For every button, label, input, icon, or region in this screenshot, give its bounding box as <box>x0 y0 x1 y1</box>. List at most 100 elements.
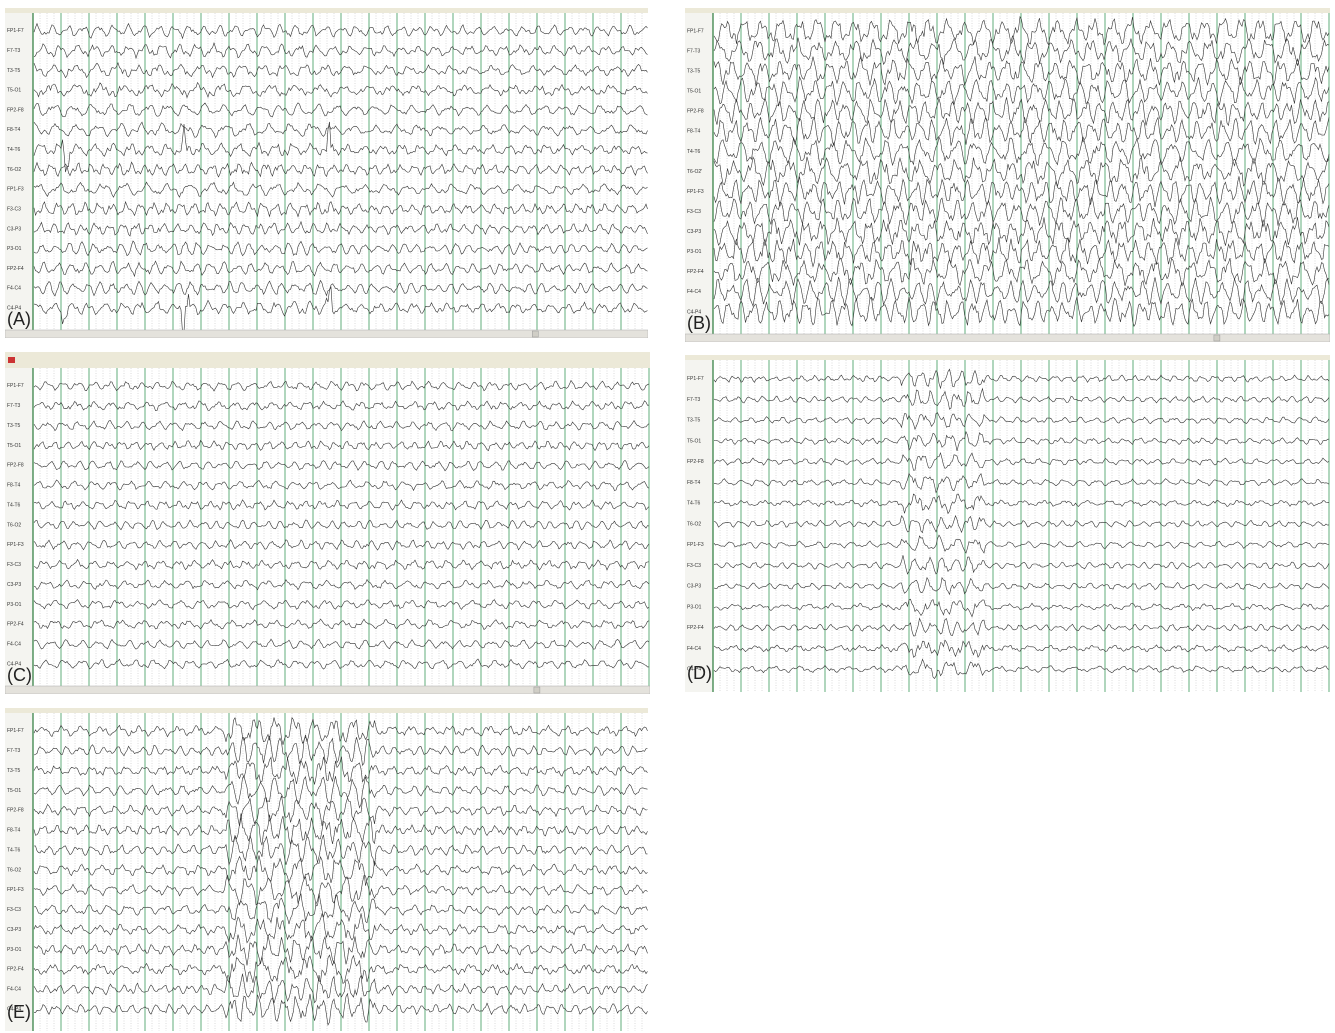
channel-label: P3-O1 <box>687 249 702 255</box>
channel-label: FP1-F3 <box>687 189 704 195</box>
eeg-trace <box>33 519 650 531</box>
panel-background <box>685 355 1330 692</box>
channel-label: F3-C3 <box>7 562 21 568</box>
eeg-trace <box>33 121 648 173</box>
eeg-trace <box>33 973 648 1004</box>
channel-label: C4-P4 <box>687 309 701 315</box>
eeg-trace <box>33 181 648 198</box>
eeg-trace <box>33 813 648 846</box>
eeg-trace <box>33 161 648 178</box>
eeg-trace <box>33 599 650 611</box>
channel-label: F7-T3 <box>687 397 701 403</box>
channel-label: F3-C3 <box>687 209 701 215</box>
channel-label: T4-T6 <box>7 502 21 508</box>
channel-label: T3-T5 <box>7 768 21 774</box>
channel-label: C4-P4 <box>7 661 21 667</box>
eeg-trace <box>713 555 1330 575</box>
label-column <box>5 713 33 1031</box>
channel-label: F7-T3 <box>7 748 21 754</box>
channel-label: C3-P3 <box>7 927 21 933</box>
eeg-trace <box>33 735 648 766</box>
eeg-trace <box>33 286 648 334</box>
eeg-trace <box>713 430 1330 451</box>
channel-label: T3-T5 <box>7 68 21 74</box>
channel-label: F3-C3 <box>7 206 21 212</box>
channel-label: FP1-F7 <box>7 383 24 389</box>
eeg-trace <box>713 493 1330 515</box>
label-column <box>685 13 713 334</box>
panel-label: (C) <box>7 665 32 685</box>
channel-label: T5-O1 <box>7 88 21 94</box>
eeg-trace <box>713 276 1330 307</box>
eeg-trace <box>713 451 1330 471</box>
scrollbar <box>685 333 1330 342</box>
eeg-trace <box>33 756 648 785</box>
channel-label: F4-C4 <box>687 289 701 295</box>
eeg-panel: FP1-F7 F7-T3 T3-T5 T5-O1 FP2-F8 F8-T4 T4-T6 T6-… <box>685 355 1330 692</box>
channel-label: FP2-F8 <box>687 109 704 115</box>
scroll-thumb <box>532 330 539 338</box>
eeg-trace <box>713 387 1330 410</box>
eeg-trace <box>33 658 649 670</box>
eeg-trace <box>33 22 648 40</box>
eeg-trace <box>33 220 648 237</box>
channel-label: T3-T5 <box>687 69 701 75</box>
channel-label: C4-P4 <box>7 1006 21 1012</box>
eeg-trace <box>33 618 650 630</box>
channel-label: FP2-F4 <box>7 967 24 973</box>
channel-label: F8-T4 <box>687 480 701 486</box>
channel-label: P3-O1 <box>7 947 22 953</box>
channel-label: C4-P4 <box>7 306 21 312</box>
channel-label: T6-O2 <box>7 167 21 173</box>
eeg-trace <box>33 42 648 60</box>
eeg-trace <box>33 81 648 99</box>
eeg-trace <box>713 368 1330 390</box>
eeg-trace <box>33 538 650 551</box>
channel-label: F3-C3 <box>687 563 701 569</box>
channel-label: C3-P3 <box>7 582 21 588</box>
eeg-panel: FP1-F7 F7-T3 T3-T5 T5-O1 FP2-F8 F8-T4 T4-T6 T6-… <box>685 8 1330 342</box>
channel-label: FP2-F8 <box>7 808 24 814</box>
channel-label: T5-O1 <box>7 788 21 794</box>
eeg-trace <box>33 240 648 257</box>
panel-background <box>5 708 648 1031</box>
channel-label: T3-T5 <box>687 418 701 424</box>
panel-background <box>5 352 650 694</box>
eeg-trace <box>713 176 1330 207</box>
channel-label: FP2-F8 <box>7 463 24 469</box>
channel-label: T5-O1 <box>687 438 701 444</box>
eeg-trace <box>713 576 1330 596</box>
channel-label: FP1-F3 <box>7 887 24 893</box>
channel-label: P3-O1 <box>687 604 702 610</box>
eeg-trace <box>33 558 650 571</box>
scrollbar <box>5 685 650 694</box>
eeg-trace <box>33 420 650 432</box>
eeg-trace <box>33 439 650 452</box>
toolbar <box>685 8 1330 13</box>
eeg-trace <box>33 912 648 944</box>
channel-label: T6-O2 <box>7 522 21 528</box>
channel-label: F8-T4 <box>7 483 21 489</box>
eeg-trace <box>713 15 1330 46</box>
channel-label: T3-T5 <box>7 423 21 429</box>
eeg-trace <box>33 855 648 886</box>
channel-label: P3-O1 <box>7 246 22 252</box>
channel-label: P3-O1 <box>7 602 22 608</box>
eeg-trace <box>33 775 648 809</box>
eeg-trace <box>713 598 1330 618</box>
scroll-thumb <box>533 686 541 694</box>
eeg-panel: FP1-F7 F7-T3 T3-T5 T5-O1 FP2-F8 F8-T4 T4-T6 T6-… <box>5 352 650 694</box>
eeg-panel: FP1-F7 F7-T3 T3-T5 T5-O1 FP2-F8 F8-T4 T4-T6 T6-… <box>5 8 648 338</box>
channel-label: T4-T6 <box>687 149 701 155</box>
channel-label: FP2-F8 <box>7 107 24 113</box>
eeg-trace <box>33 379 650 392</box>
channel-label: FP2-F4 <box>687 269 704 275</box>
channel-label: T6-O2 <box>7 867 21 873</box>
toolbar <box>5 8 648 13</box>
scroll-thumb <box>1213 334 1221 342</box>
eeg-panel: FP1-F7 F7-T3 T3-T5 T5-O1 FP2-F8 F8-T4 T4-T6 T6-… <box>5 708 648 1031</box>
eeg-trace <box>33 102 648 118</box>
eeg-trace <box>33 834 648 866</box>
eeg-trace <box>33 400 650 412</box>
